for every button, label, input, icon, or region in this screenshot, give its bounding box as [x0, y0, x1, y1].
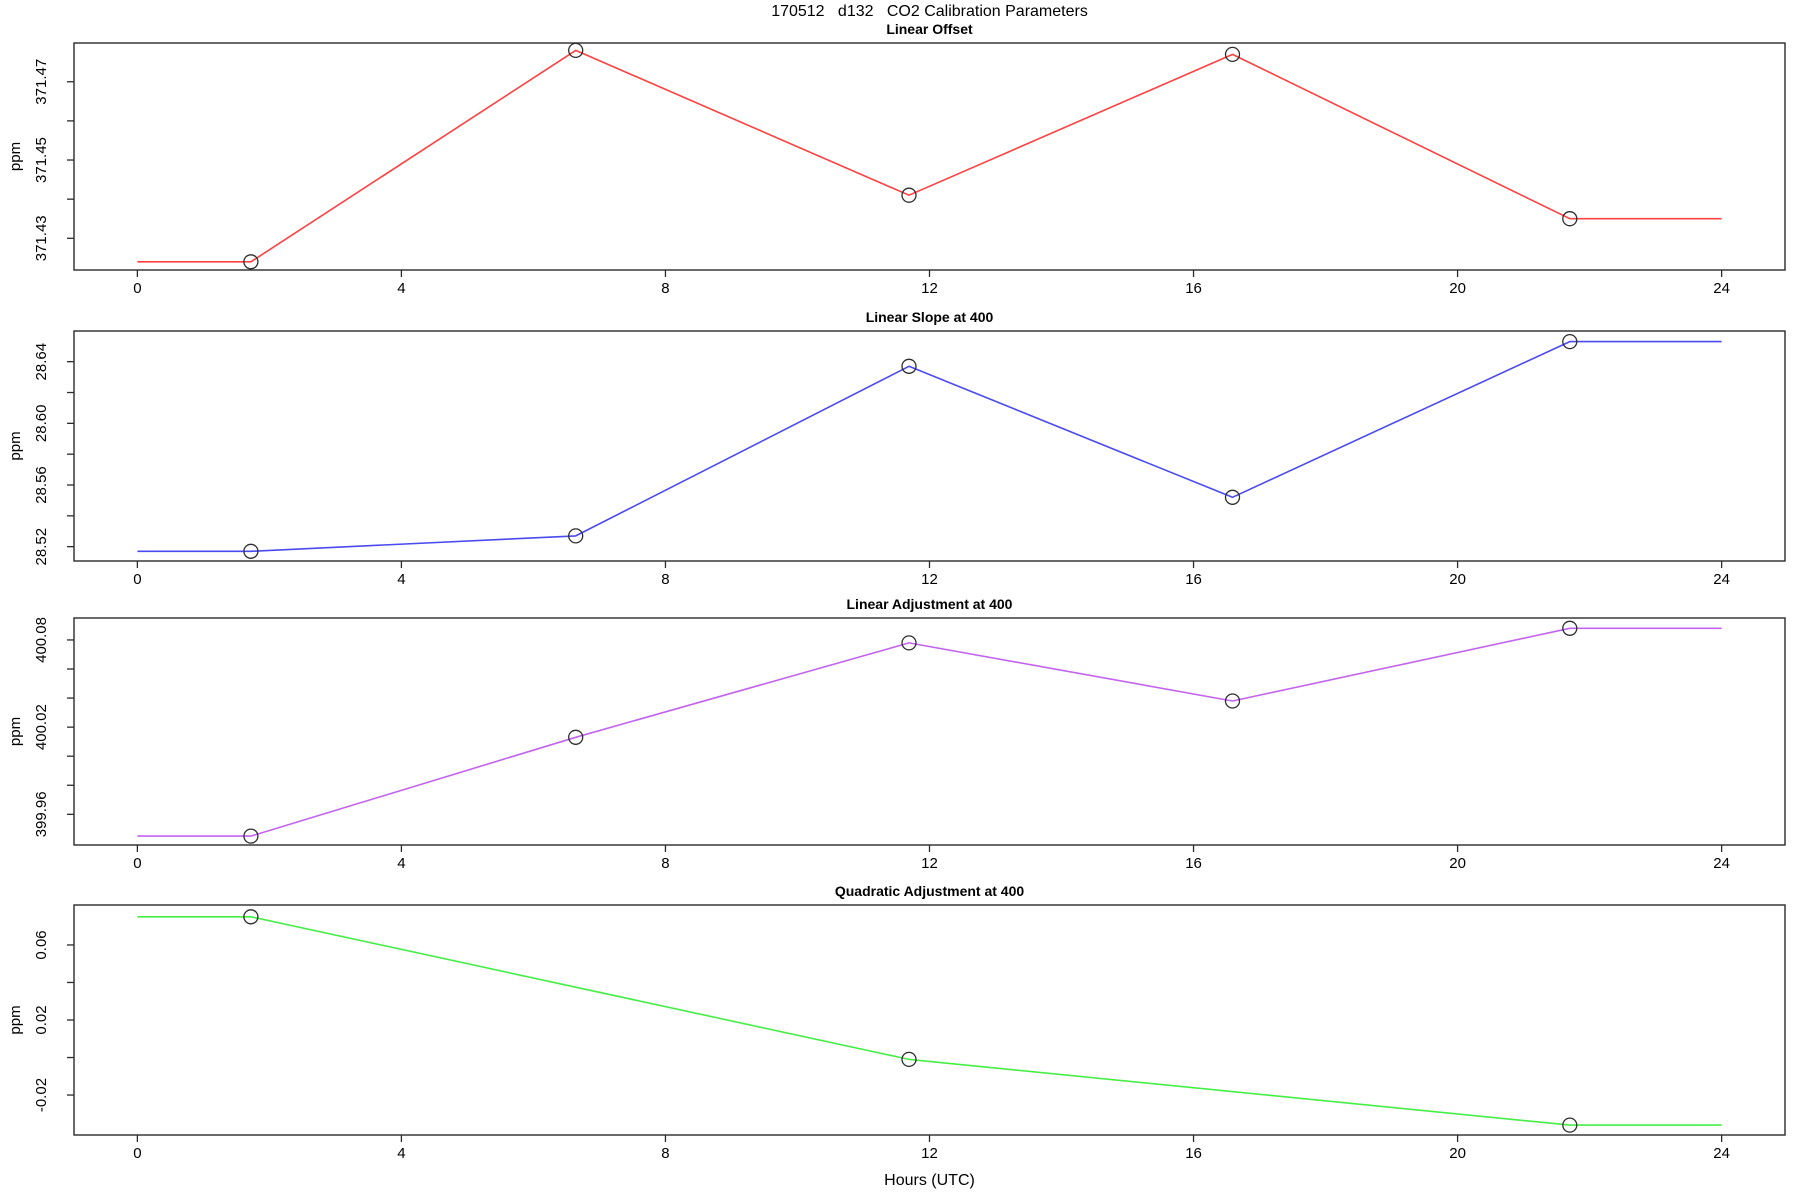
- x-tick-label: 4: [397, 571, 405, 588]
- plot-border: [73, 42, 1786, 271]
- series-line: [137, 915, 1722, 1126]
- x-tick-label: 4: [397, 855, 405, 872]
- data-point-marker: [568, 42, 584, 59]
- y-axis-title: ppm: [7, 142, 24, 171]
- x-tick-label: 24: [1713, 280, 1730, 297]
- x-tick-label: 16: [1185, 1145, 1202, 1162]
- x-tick-label: 0: [133, 1145, 141, 1162]
- x-tick-label: 0: [133, 280, 141, 297]
- x-tick-label: 16: [1185, 280, 1202, 297]
- x-tick-label: 24: [1713, 571, 1730, 588]
- x-tick-label: 0: [133, 571, 141, 588]
- data-point-marker: [1224, 46, 1241, 63]
- x-tick-label: 8: [661, 855, 669, 872]
- panel-title: Linear Adjustment at 400: [847, 596, 1013, 612]
- series-line: [137, 49, 1722, 263]
- x-tick-label: 0: [133, 855, 141, 872]
- x-tick-label: 16: [1185, 571, 1202, 588]
- data-point-marker: [243, 828, 259, 844]
- data-point-marker: [901, 358, 917, 374]
- y-tick-label: 28.60: [33, 405, 50, 443]
- y-axis-title: ppm: [7, 431, 24, 460]
- data-point-marker: [901, 187, 917, 203]
- x-tick-label: 8: [661, 280, 669, 297]
- y-tick-label: -0.02: [33, 1078, 50, 1112]
- y-tick-label: 371.47: [33, 59, 50, 105]
- data-point-marker: [901, 635, 917, 651]
- y-tick-label: 400.08: [33, 617, 50, 663]
- y-tick-label: 399.96: [33, 791, 50, 837]
- data-point-marker: [243, 909, 259, 925]
- y-tick-label: 0.02: [33, 1005, 50, 1034]
- panel-3: Linear Adjustment at 400 0 4 8 12 16 20 24 399.9…: [7, 596, 1786, 872]
- data-point-marker: [243, 254, 259, 270]
- panel-title: Quadratic Adjustment at 400: [835, 883, 1025, 899]
- panel-1: Linear Offset 0 4 8 12 16 20 24 371.43 371.45 371.…: [7, 21, 1786, 297]
- y-tick-label: 28.56: [33, 466, 50, 504]
- data-point-marker: [1224, 693, 1241, 709]
- x-tick-label: 12: [921, 855, 938, 872]
- y-tick-label: 400.02: [33, 704, 50, 750]
- plot-border: [73, 330, 1786, 562]
- y-tick-label: 28.52: [33, 528, 50, 566]
- y-tick-label: 28.64: [33, 343, 50, 381]
- data-point-marker: [568, 528, 584, 544]
- data-point-marker: [1562, 620, 1578, 636]
- y-tick-label: 371.45: [33, 137, 50, 183]
- data-point-marker: [1224, 489, 1241, 505]
- panel-2: Linear Slope at 400 0 4 8 12 16 20 24 28.52 28.56…: [7, 309, 1786, 588]
- x-tick-label: 4: [397, 280, 405, 297]
- series-line: [137, 340, 1722, 553]
- y-tick-label: 371.43: [33, 215, 50, 261]
- x-tick-label: 8: [661, 1145, 669, 1162]
- x-tick-label: 24: [1713, 855, 1730, 872]
- data-point-marker: [1562, 211, 1578, 227]
- x-tick-label: 4: [397, 1145, 405, 1162]
- page-title: 170512 d132 CO2 Calibration Parameters: [771, 3, 1088, 20]
- y-axis-title: ppm: [7, 1005, 24, 1034]
- series-line: [137, 627, 1722, 837]
- x-tick-label: 12: [921, 280, 938, 297]
- data-point-marker: [243, 543, 259, 559]
- x-tick-label: 12: [921, 1145, 938, 1162]
- data-point-marker: [1562, 1117, 1578, 1133]
- x-tick-label: 20: [1449, 1145, 1466, 1162]
- x-tick-label: 24: [1713, 1145, 1730, 1162]
- data-point-marker: [901, 1051, 917, 1068]
- panel-4: Quadratic Adjustment at 400 0 4 8 12 16 20 24 -0…: [7, 883, 1786, 1162]
- x-tick-label: 8: [661, 571, 669, 588]
- panel-title: Linear Slope at 400: [866, 309, 994, 325]
- x-tick-label: 16: [1185, 855, 1202, 872]
- x-axis-title: Hours (UTC): [884, 1172, 975, 1189]
- x-tick-label: 20: [1449, 855, 1466, 872]
- plot-border: [73, 904, 1786, 1136]
- y-tick-label: 0.06: [33, 930, 50, 959]
- x-tick-label: 20: [1449, 280, 1466, 297]
- y-axis-title: ppm: [7, 717, 24, 746]
- plot-border: [73, 617, 1786, 846]
- x-tick-label: 20: [1449, 571, 1466, 588]
- data-point-marker: [568, 729, 584, 745]
- panel-title: Linear Offset: [886, 21, 973, 37]
- data-point-marker: [1562, 333, 1578, 350]
- x-tick-label: 12: [921, 571, 938, 588]
